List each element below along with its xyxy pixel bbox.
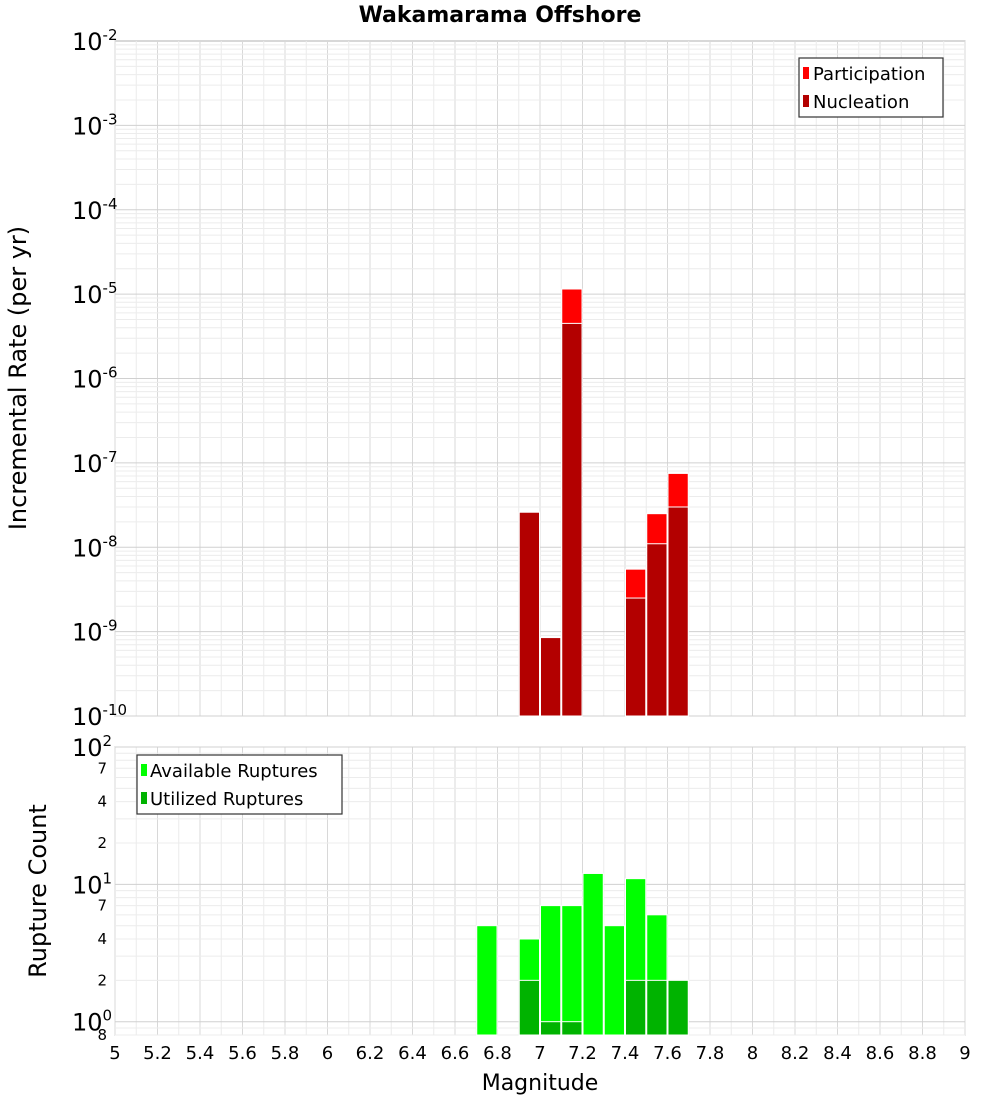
bottom-y-minor-tick-label: 2 (97, 971, 107, 989)
x-tick-label: 8 (747, 1043, 758, 1064)
legend-available-swatch (141, 764, 147, 776)
x-tick-label: 9 (959, 1043, 970, 1064)
x-tick-label: 5.4 (186, 1043, 215, 1064)
x-tick-label: 7.2 (568, 1043, 597, 1064)
bottom-series1-bar (561, 1021, 583, 1036)
legend-available-label: Available Ruptures (150, 761, 318, 782)
bottom-y-tick-label: 101 (72, 869, 112, 899)
bottom-y-minor-tick-label: 8 (97, 1026, 107, 1044)
top-y-tick-label: 10-5 (72, 279, 118, 309)
top-y-tick-label: 10-6 (72, 364, 118, 394)
top-y-tick-label: 10-9 (72, 617, 118, 647)
legend-utilized-label: Utilized Ruptures (150, 789, 303, 810)
bottom-grid (114, 746, 966, 1036)
top-y-tick-label: 10-4 (72, 195, 118, 225)
x-tick-label: 8.2 (781, 1043, 810, 1064)
x-tick-label: 6.2 (356, 1043, 385, 1064)
top-legend-box (798, 57, 944, 118)
x-tick-label: 6.4 (398, 1043, 427, 1064)
bottom-series0-bar (582, 872, 604, 1036)
x-tick-label: 8.6 (866, 1043, 895, 1064)
top-series1-bar (667, 506, 689, 717)
bottom-y-tick-labels: 102 101 100 7 4 2 7 4 2 8 (72, 732, 112, 1044)
bottom-y-minor-tick-label: 4 (97, 793, 107, 811)
bottom-series1-bar (540, 1021, 562, 1036)
top-series1-bar (540, 637, 562, 717)
top-y-tick-label: 10-7 (72, 448, 118, 478)
top-y-tick-label: 10-3 (72, 110, 118, 140)
top-y-tick-label: 10-2 (72, 26, 118, 56)
top-y-tick-label: 10-8 (72, 532, 118, 562)
top-legend: Participation Nucleation (798, 57, 944, 118)
bottom-y-tick-label: 102 (72, 732, 112, 762)
top-y-axis-label: Incremental Rate (per yr) (4, 226, 32, 530)
bottom-y-minor-tick-label: 7 (97, 759, 107, 777)
x-tick-label: 7.4 (611, 1043, 640, 1064)
bottom-series0-bar (561, 905, 583, 1036)
x-tick-label: 7.8 (696, 1043, 725, 1064)
x-tick-labels: 5 5.2 5.4 5.6 5.8 6 6.2 6.4 6.6 6.8 7 7.2 7.4 7.6 7.8 8… (109, 1043, 970, 1064)
legend-participation-swatch (803, 67, 809, 79)
bottom-series1-bar (667, 979, 689, 1036)
x-tick-label: 6.8 (483, 1043, 512, 1064)
bottom-y-tick-label: 100 (72, 1007, 112, 1037)
top-grid (114, 41, 966, 717)
x-tick-label: 6.6 (441, 1043, 470, 1064)
bottom-y-minor-tick-label: 2 (97, 834, 107, 852)
top-y-tick-label: 10-10 (72, 701, 127, 731)
bottom-bars (476, 872, 689, 1036)
x-tick-label: 7 (534, 1043, 545, 1064)
legend-nucleation-swatch (803, 95, 809, 107)
x-axis-label: Magnitude (482, 1071, 599, 1096)
bottom-legend-box (136, 754, 343, 815)
bottom-legend: Available Ruptures Utilized Ruptures (136, 754, 343, 815)
top-series1-bar (561, 322, 583, 717)
bottom-series0-bar (603, 925, 625, 1036)
legend-participation-label: Participation (813, 64, 925, 85)
bottom-series0-bar (476, 925, 498, 1036)
bottom-y-minor-tick-label: 4 (97, 930, 107, 948)
x-tick-label: 6 (322, 1043, 333, 1064)
legend-nucleation-label: Nucleation (813, 92, 909, 113)
bottom-series0-bar (540, 905, 562, 1036)
top-series1-bar (518, 511, 540, 717)
x-tick-label: 5 (109, 1043, 120, 1064)
top-series1-bar (625, 597, 647, 717)
bottom-series1-bar (625, 979, 647, 1036)
legend-utilized-swatch (141, 792, 147, 804)
x-tick-label: 5.6 (228, 1043, 257, 1064)
bottom-y-minor-tick-label: 7 (97, 897, 107, 915)
bottom-series1-bar (518, 979, 540, 1036)
x-tick-label: 7.6 (653, 1043, 682, 1064)
x-tick-label: 8.8 (908, 1043, 937, 1064)
top-bars (518, 288, 689, 717)
top-series1-bar (646, 543, 668, 717)
top-y-tick-labels: 10-2 10-3 10-4 10-5 10-6 10-7 10-8 10-9 10-10 (72, 26, 127, 731)
x-tick-label: 8.4 (823, 1043, 852, 1064)
bottom-series1-bar (646, 979, 668, 1036)
bottom-y-axis-label: Rupture Count (24, 804, 52, 978)
top-panel: 10-2 10-3 10-4 10-5 10-6 10-7 10-8 10-9 10-10 Wa… (4, 3, 966, 731)
x-tick-label: 5.8 (271, 1043, 300, 1064)
x-tick-label: 5.2 (143, 1043, 172, 1064)
chart-title: Wakamarama Offshore (359, 3, 642, 28)
bottom-panel: 102 101 100 7 4 2 7 4 2 8 5 5.2 5.4 5.6 5.8 6 6.2 6.4 6.6… (24, 732, 971, 1096)
